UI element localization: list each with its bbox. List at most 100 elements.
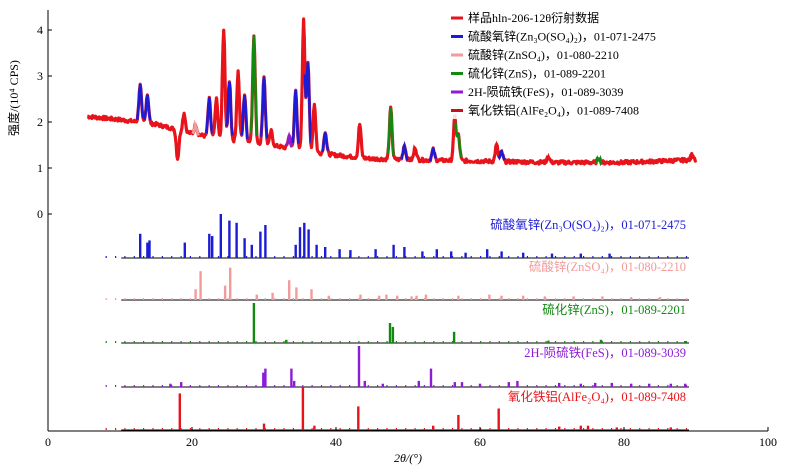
reference-tick <box>246 341 248 343</box>
reference-tick <box>171 256 173 258</box>
reference-tick <box>611 385 613 387</box>
measured-peak <box>454 122 463 158</box>
reference-tick <box>611 298 613 300</box>
reference-tick <box>358 341 360 343</box>
reference-tick <box>180 341 182 343</box>
reference-tick <box>629 385 631 387</box>
reference-tick <box>629 428 631 430</box>
reference-tick <box>115 298 117 300</box>
reference-tick <box>629 298 631 300</box>
reference-tick <box>508 256 510 258</box>
reference-tick <box>311 298 313 300</box>
measured-peak <box>400 140 409 161</box>
reference-tick <box>611 256 613 258</box>
reference-peak <box>357 406 360 431</box>
reference-peak <box>421 251 424 258</box>
reference-tick <box>498 385 500 387</box>
measured-peak <box>310 104 319 150</box>
reference-tick <box>189 385 191 387</box>
reference-tick <box>143 341 145 343</box>
reference-peak <box>264 368 267 387</box>
reference-peak <box>243 238 246 258</box>
reference-peak <box>290 368 293 387</box>
reference-tick <box>676 341 678 343</box>
reference-peak <box>396 295 399 300</box>
legend-item: 样品hln-206-12θ衍射数据 <box>468 10 599 25</box>
reference-peak <box>259 231 262 258</box>
reference-tick <box>620 385 622 387</box>
measured-peak <box>219 30 228 131</box>
reference-tick <box>358 428 360 430</box>
reference-tick <box>264 385 266 387</box>
reference-peak <box>669 427 672 430</box>
reference-tick <box>433 428 435 430</box>
reference-tick <box>414 341 416 343</box>
measured-peak <box>429 147 438 162</box>
reference-tick <box>320 385 323 387</box>
reference-tick <box>189 256 191 258</box>
reference-tick <box>405 256 407 258</box>
reference-tick <box>143 298 145 300</box>
y-tick-label: 2 <box>37 115 43 129</box>
reference-peak <box>630 297 633 300</box>
reference-peak <box>658 297 662 300</box>
reference-tick <box>489 256 491 258</box>
reference-tick <box>133 256 135 258</box>
reference-pattern: 硫酸氧锌(Zn₃O(SO₄)₂)，01-071-2475 <box>105 214 689 259</box>
reference-tick <box>536 385 538 387</box>
reference-tick <box>564 341 566 343</box>
reference-tick <box>545 256 547 258</box>
legend-background <box>446 7 696 119</box>
measured-peak <box>240 94 249 139</box>
reference-tick <box>667 256 669 258</box>
x-tick-label: 80 <box>618 435 630 449</box>
reference-tick <box>592 298 594 300</box>
reference-tick <box>208 298 210 300</box>
reference-tick <box>339 341 341 343</box>
y-tick-label: 4 <box>37 23 43 37</box>
reference-peak <box>183 242 186 258</box>
reference-peak <box>403 247 406 258</box>
reference-tick <box>227 341 229 343</box>
measured-peak <box>205 97 214 134</box>
reference-peak <box>452 331 456 343</box>
reference-tick <box>517 298 519 300</box>
reference-tick <box>320 341 323 343</box>
reference-tick <box>143 256 145 258</box>
measured-peak <box>291 90 300 144</box>
reference-peak <box>410 296 413 300</box>
reference-tick <box>508 298 510 300</box>
reference-tick <box>302 256 304 258</box>
reference-peak <box>547 340 550 343</box>
reference-tick <box>405 341 407 343</box>
reference-peak <box>374 249 377 258</box>
reference-tick <box>367 256 369 258</box>
reference-peak <box>558 382 561 387</box>
reference-peak <box>615 427 618 430</box>
reference-tick <box>133 341 135 343</box>
reference-peak <box>139 233 142 258</box>
reference-tick <box>199 428 201 430</box>
reference-tick <box>292 341 294 343</box>
reference-tick <box>274 341 276 343</box>
reference-tick <box>442 341 444 343</box>
reference-tick <box>657 341 659 343</box>
reference-tick <box>657 298 659 300</box>
reference-tick <box>161 428 163 430</box>
reference-tick <box>255 428 257 430</box>
reference-tick <box>648 385 650 387</box>
reference-peak <box>324 247 327 258</box>
reference-tick <box>657 256 659 258</box>
reference-tick <box>255 256 257 258</box>
reference-peak <box>363 380 366 387</box>
reference-tick <box>545 298 547 300</box>
reference-tick <box>236 428 238 430</box>
reference-peak <box>229 267 232 300</box>
reference-tick <box>676 256 678 258</box>
reference-peak <box>208 233 211 258</box>
reference-peak <box>579 253 582 258</box>
reference-peak <box>550 253 554 258</box>
reference-peak <box>146 242 149 258</box>
reference-tick <box>292 385 294 387</box>
x-tick-label: 40 <box>330 435 342 449</box>
